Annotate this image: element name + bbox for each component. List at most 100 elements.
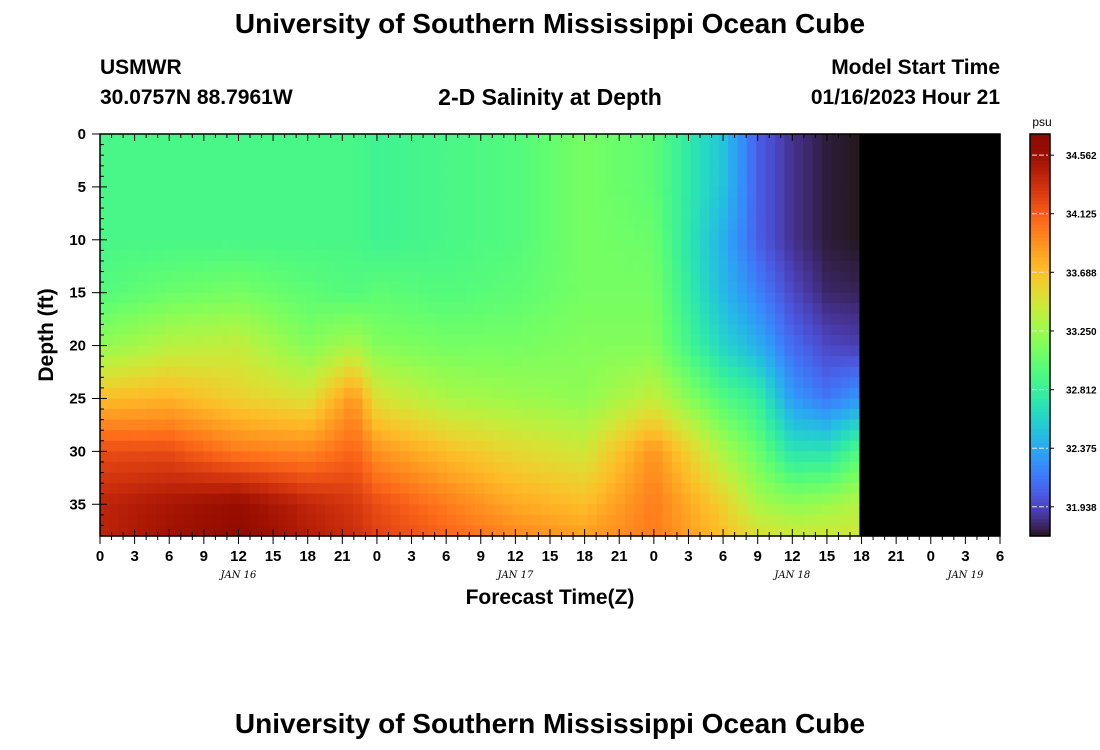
- heatmap-cell: [484, 387, 495, 400]
- heatmap-cell: [746, 451, 757, 463]
- heatmap-cell: [240, 134, 251, 146]
- heatmap-cell: [775, 324, 785, 336]
- heatmap-cell: [156, 260, 167, 273]
- heatmap-cell: [146, 419, 157, 431]
- heatmap-cell: [521, 493, 532, 505]
- heatmap-cell: [578, 176, 589, 188]
- heatmap-cell: [484, 176, 495, 188]
- heatmap-cell: [737, 345, 748, 357]
- colorbar-swatch: [1030, 378, 1050, 383]
- heatmap-cell: [400, 387, 410, 400]
- heatmap-cell: [943, 525, 954, 537]
- heatmap-cell: [446, 525, 457, 537]
- heatmap-cell: [625, 260, 635, 273]
- heatmap-cell: [859, 366, 870, 378]
- heatmap-cell: [925, 483, 935, 495]
- heatmap-cell: [203, 155, 214, 167]
- heatmap-cell: [259, 483, 270, 495]
- heatmap-cell: [165, 208, 176, 220]
- heatmap-cell: [193, 144, 204, 156]
- heatmap-cell: [859, 282, 870, 294]
- heatmap-cell: [634, 144, 645, 156]
- heatmap-cell: [428, 155, 439, 167]
- heatmap-cell: [156, 324, 167, 336]
- heatmap-cell: [250, 313, 260, 326]
- heatmap-cell: [821, 155, 832, 167]
- heatmap-cell: [128, 335, 139, 347]
- heatmap-cell: [193, 345, 204, 357]
- heatmap-cell: [831, 218, 842, 230]
- heatmap-cell: [896, 483, 907, 495]
- heatmap-cell: [915, 451, 926, 463]
- heatmap-cell: [493, 345, 504, 357]
- heatmap-cell: [962, 440, 973, 452]
- heatmap-cell: [793, 451, 804, 463]
- colorbar-swatch: [1030, 137, 1050, 142]
- heatmap-cell: [690, 176, 701, 188]
- heatmap-cell: [606, 292, 617, 304]
- heatmap-cell: [334, 398, 345, 410]
- heatmap-cell: [671, 176, 682, 188]
- heatmap-cell: [953, 345, 964, 357]
- heatmap-cell: [503, 451, 514, 463]
- heatmap-cell: [475, 186, 485, 199]
- heatmap-cell: [521, 504, 532, 516]
- heatmap-cell: [606, 335, 617, 347]
- heatmap-cell: [559, 430, 570, 442]
- heatmap-cell: [493, 525, 504, 537]
- heatmap-cell: [887, 398, 898, 410]
- heatmap-cell: [259, 250, 270, 262]
- heatmap-cell: [887, 229, 898, 241]
- heatmap-cell: [578, 335, 589, 347]
- heatmap-cell: [465, 398, 476, 410]
- heatmap-cell: [784, 292, 795, 304]
- heatmap-cell: [165, 387, 176, 400]
- heatmap-cell: [475, 292, 485, 304]
- heatmap-cell: [362, 345, 373, 357]
- heatmap-cell: [718, 271, 729, 283]
- heatmap-cell: [475, 356, 485, 368]
- heatmap-cell: [690, 514, 701, 527]
- heatmap-cell: [765, 292, 776, 304]
- heatmap-cell: [746, 239, 757, 251]
- heatmap-cell: [475, 483, 485, 495]
- heatmap-cell: [109, 218, 120, 230]
- heatmap-cell: [400, 155, 410, 167]
- heatmap-cell: [418, 229, 429, 241]
- heatmap-cell: [156, 430, 167, 442]
- heatmap-cell: [221, 176, 232, 188]
- heatmap-cell: [653, 303, 664, 315]
- heatmap-cell: [287, 440, 298, 452]
- heatmap-cell: [503, 165, 514, 177]
- heatmap-cell: [821, 176, 832, 188]
- heatmap-cell: [925, 250, 935, 262]
- heatmap-cell: [221, 186, 232, 199]
- heatmap-cell: [775, 313, 785, 326]
- heatmap-cell: [615, 282, 626, 294]
- heatmap-cell: [728, 504, 739, 516]
- heatmap-cell: [446, 409, 457, 421]
- heatmap-cell: [934, 271, 945, 283]
- heatmap-cell: [793, 514, 804, 527]
- heatmap-cell: [681, 451, 692, 463]
- heatmap-cell: [165, 303, 176, 315]
- heatmap-cell: [831, 525, 842, 537]
- heatmap-cell: [671, 208, 682, 220]
- heatmap-cell: [446, 483, 457, 495]
- heatmap-cell: [100, 208, 110, 220]
- heatmap-cell: [484, 197, 495, 209]
- heatmap-cell: [643, 271, 654, 283]
- heatmap-cell: [934, 472, 945, 484]
- heatmap-cell: [137, 176, 148, 188]
- heatmap-cell: [362, 155, 373, 167]
- heatmap-cell: [409, 208, 420, 220]
- heatmap-cell: [578, 345, 589, 357]
- heatmap-cell: [156, 134, 167, 146]
- heatmap-cell: [887, 461, 898, 474]
- heatmap-cell: [381, 419, 392, 431]
- heatmap-cell: [643, 176, 654, 188]
- heatmap-cell: [878, 165, 889, 177]
- heatmap-cell: [746, 186, 757, 199]
- heatmap-cell: [643, 155, 654, 167]
- heatmap-cell: [381, 366, 392, 378]
